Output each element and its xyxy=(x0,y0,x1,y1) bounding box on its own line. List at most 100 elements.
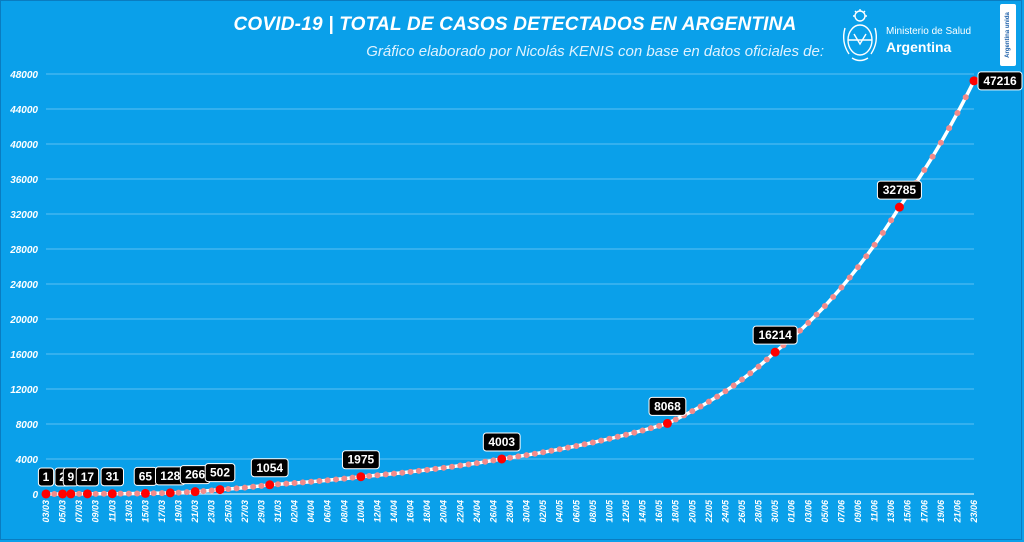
data-point xyxy=(308,478,315,485)
x-tick-label: 19/06 xyxy=(936,499,946,523)
data-point xyxy=(241,484,248,491)
x-tick-label: 23/06 xyxy=(969,499,979,524)
data-point xyxy=(722,388,729,395)
x-tick-label: 09/06 xyxy=(853,499,863,523)
argentina-unida-badge: Argentina unida xyxy=(1000,4,1016,66)
data-label: 17 xyxy=(81,470,95,484)
highlight-point xyxy=(497,454,507,464)
y-tick-label: 44000 xyxy=(9,105,38,116)
data-point xyxy=(697,403,704,410)
data-label: 1975 xyxy=(348,453,375,467)
data-point xyxy=(316,478,323,485)
highlight-point xyxy=(107,489,117,499)
data-labels: 1 2 9 17 31 65 128 266 502 1054 1975 4003 8068 16214 3… xyxy=(37,71,1023,499)
data-label: 8068 xyxy=(654,399,681,413)
data-point xyxy=(76,490,83,497)
data-point xyxy=(92,490,99,497)
x-tick-label: 31/03 xyxy=(273,500,283,523)
data-label: 502 xyxy=(210,466,230,480)
y-tick-label: 12000 xyxy=(10,385,38,396)
x-tick-label: 08/04 xyxy=(339,500,349,523)
x-tick-label: 10/04 xyxy=(356,500,366,523)
data-point xyxy=(283,480,290,487)
data-point xyxy=(888,217,895,224)
data-point xyxy=(838,284,845,291)
x-tick-label: 27/03 xyxy=(240,500,250,524)
highlight-point xyxy=(165,488,175,498)
data-point xyxy=(730,382,737,389)
data-point xyxy=(250,483,257,490)
x-tick-label: 30/04 xyxy=(522,500,532,523)
data-point xyxy=(225,486,232,493)
x-tick-label: 07/06 xyxy=(836,499,846,523)
y-tick-label: 20000 xyxy=(9,315,38,326)
data-point xyxy=(921,167,928,174)
x-tick-label: 25/03 xyxy=(223,500,233,524)
data-point xyxy=(937,139,944,146)
data-point xyxy=(341,475,348,482)
x-tick-label: 05/03 xyxy=(58,500,68,523)
data-point xyxy=(540,449,547,456)
data-point xyxy=(424,466,431,473)
x-tick-label: 24/04 xyxy=(472,500,482,524)
data-label-box xyxy=(75,467,100,487)
x-tick-label: 04/04 xyxy=(306,500,316,523)
x-tick-label: 23/03 xyxy=(207,500,217,524)
y-tick-label: 4000 xyxy=(15,455,39,466)
data-point xyxy=(598,437,605,444)
data-point xyxy=(581,441,588,448)
y-tick-label: 48000 xyxy=(9,70,38,81)
x-tick-label: 07/03 xyxy=(74,500,84,523)
data-point xyxy=(606,435,613,442)
x-tick-label: 15/03 xyxy=(140,500,150,523)
data-label-box xyxy=(752,325,798,345)
data-point xyxy=(391,470,397,477)
data-point xyxy=(117,490,124,497)
data-point xyxy=(449,463,455,470)
series-line xyxy=(46,80,976,496)
data-label: 31 xyxy=(106,470,120,484)
data-point xyxy=(929,153,936,160)
x-tick-label: 26/04 xyxy=(488,500,498,524)
data-point xyxy=(51,490,58,497)
highlight-point xyxy=(770,347,780,357)
data-point xyxy=(134,490,141,497)
ministry-logo: Ministerio de Salud Argentina xyxy=(840,8,990,68)
data-point xyxy=(457,462,464,469)
data-label: 65 xyxy=(139,469,153,483)
data-point xyxy=(523,452,530,459)
data-point xyxy=(647,425,654,432)
x-tick-label: 11/06 xyxy=(870,499,880,522)
data-point xyxy=(846,274,853,281)
data-point xyxy=(548,447,555,454)
highlight-point xyxy=(894,202,904,212)
data-point xyxy=(333,476,339,483)
data-point xyxy=(962,94,969,101)
x-axis: 03/03 05/03 07/03 09/03 11/03 13/03 15/03 17/03… xyxy=(41,493,979,524)
chart-title: COVID-19 | TOTAL DE CASOS DETECTADOS EN … xyxy=(233,14,797,35)
data-label: 47216 xyxy=(983,74,1017,88)
x-tick-label: 26/05 xyxy=(737,499,747,524)
highlight-point xyxy=(58,489,68,499)
data-point xyxy=(863,253,870,260)
data-label-box xyxy=(977,71,1023,91)
data-label: 2 xyxy=(59,470,66,484)
data-point xyxy=(813,311,820,318)
data-point xyxy=(565,444,571,451)
data-point xyxy=(200,488,207,495)
data-label: 4003 xyxy=(488,435,515,449)
data-point xyxy=(855,264,861,271)
data-point xyxy=(299,479,306,486)
data-point xyxy=(515,453,522,460)
x-tick-label: 01/06 xyxy=(787,499,797,523)
data-point xyxy=(623,431,629,438)
data-point xyxy=(324,477,331,484)
data-point xyxy=(747,370,754,377)
x-tick-label: 04/05 xyxy=(555,499,565,523)
data-point xyxy=(830,293,837,300)
x-tick-label: 17/06 xyxy=(919,499,929,523)
data-point xyxy=(258,482,265,489)
data-label-box xyxy=(250,458,289,478)
